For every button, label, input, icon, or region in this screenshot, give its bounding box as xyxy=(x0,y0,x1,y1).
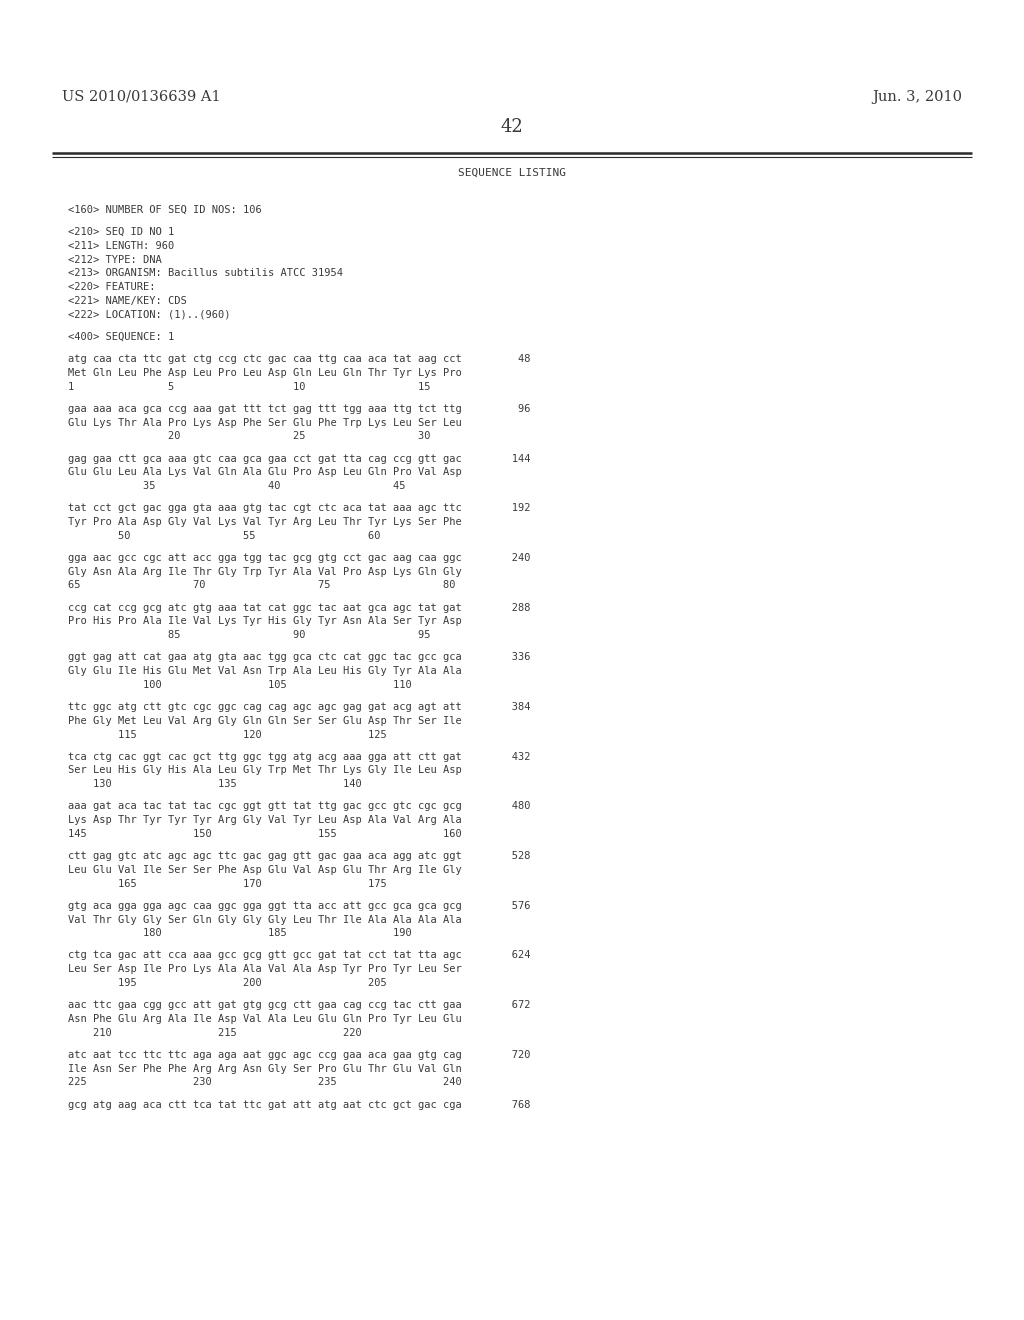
Text: 50                  55                  60: 50 55 60 xyxy=(68,531,381,541)
Text: Ile Asn Ser Phe Phe Arg Arg Asn Gly Ser Pro Glu Thr Glu Val Gln: Ile Asn Ser Phe Phe Arg Arg Asn Gly Ser … xyxy=(68,1064,462,1073)
Text: ctg tca gac att cca aaa gcc gcg gtt gcc gat tat cct tat tta agc        624: ctg tca gac att cca aaa gcc gcg gtt gcc … xyxy=(68,950,530,961)
Text: <400> SEQUENCE: 1: <400> SEQUENCE: 1 xyxy=(68,333,174,342)
Text: ccg cat ccg gcg atc gtg aaa tat cat ggc tac aat gca agc tat gat        288: ccg cat ccg gcg atc gtg aaa tat cat ggc … xyxy=(68,603,530,612)
Text: Phe Gly Met Leu Val Arg Gly Gln Gln Ser Ser Glu Asp Thr Ser Ile: Phe Gly Met Leu Val Arg Gly Gln Gln Ser … xyxy=(68,715,462,726)
Text: Lys Asp Thr Tyr Tyr Tyr Arg Gly Val Tyr Leu Asp Ala Val Arg Ala: Lys Asp Thr Tyr Tyr Tyr Arg Gly Val Tyr … xyxy=(68,816,462,825)
Text: tat cct gct gac gga gta aaa gtg tac cgt ctc aca tat aaa agc ttc        192: tat cct gct gac gga gta aaa gtg tac cgt … xyxy=(68,503,530,513)
Text: 165                 170                 175: 165 170 175 xyxy=(68,879,387,888)
Text: Jun. 3, 2010: Jun. 3, 2010 xyxy=(872,90,962,104)
Text: ttc ggc atg ctt gtc cgc ggc cag cag agc agc gag gat acg agt att        384: ttc ggc atg ctt gtc cgc ggc cag cag agc … xyxy=(68,702,530,711)
Text: 100                 105                 110: 100 105 110 xyxy=(68,680,412,690)
Text: Val Thr Gly Gly Ser Gln Gly Gly Gly Leu Thr Ile Ala Ala Ala Ala: Val Thr Gly Gly Ser Gln Gly Gly Gly Leu … xyxy=(68,915,462,924)
Text: Gly Asn Ala Arg Ile Thr Gly Trp Tyr Ala Val Pro Asp Lys Gln Gly: Gly Asn Ala Arg Ile Thr Gly Trp Tyr Ala … xyxy=(68,566,462,577)
Text: ctt gag gtc atc agc agc ttc gac gag gtt gac gaa aca agg atc ggt        528: ctt gag gtc atc agc agc ttc gac gag gtt … xyxy=(68,851,530,861)
Text: 1               5                   10                  15: 1 5 10 15 xyxy=(68,381,430,392)
Text: <212> TYPE: DNA: <212> TYPE: DNA xyxy=(68,255,162,265)
Text: 115                 120                 125: 115 120 125 xyxy=(68,730,387,739)
Text: 195                 200                 205: 195 200 205 xyxy=(68,978,387,989)
Text: <210> SEQ ID NO 1: <210> SEQ ID NO 1 xyxy=(68,227,174,238)
Text: Leu Ser Asp Ile Pro Lys Ala Ala Val Ala Asp Tyr Pro Tyr Leu Ser: Leu Ser Asp Ile Pro Lys Ala Ala Val Ala … xyxy=(68,965,462,974)
Text: Tyr Pro Ala Asp Gly Val Lys Val Tyr Arg Leu Thr Tyr Lys Ser Phe: Tyr Pro Ala Asp Gly Val Lys Val Tyr Arg … xyxy=(68,517,462,527)
Text: 65                  70                  75                  80: 65 70 75 80 xyxy=(68,581,456,590)
Text: Glu Lys Thr Ala Pro Lys Asp Phe Ser Glu Phe Trp Lys Leu Ser Leu: Glu Lys Thr Ala Pro Lys Asp Phe Ser Glu … xyxy=(68,417,462,428)
Text: ggt gag att cat gaa atg gta aac tgg gca ctc cat ggc tac gcc gca        336: ggt gag att cat gaa atg gta aac tgg gca … xyxy=(68,652,530,663)
Text: gga aac gcc cgc att acc gga tgg tac gcg gtg cct gac aag caa ggc        240: gga aac gcc cgc att acc gga tgg tac gcg … xyxy=(68,553,530,562)
Text: <220> FEATURE:: <220> FEATURE: xyxy=(68,282,156,292)
Text: <160> NUMBER OF SEQ ID NOS: 106: <160> NUMBER OF SEQ ID NOS: 106 xyxy=(68,205,262,215)
Text: Glu Glu Leu Ala Lys Val Gln Ala Glu Pro Asp Leu Gln Pro Val Asp: Glu Glu Leu Ala Lys Val Gln Ala Glu Pro … xyxy=(68,467,462,478)
Text: SEQUENCE LISTING: SEQUENCE LISTING xyxy=(458,168,566,178)
Text: gag gaa ctt gca aaa gtc caa gca gaa cct gat tta cag ccg gtt gac        144: gag gaa ctt gca aaa gtc caa gca gaa cct … xyxy=(68,454,530,463)
Text: Gly Glu Ile His Glu Met Val Asn Trp Ala Leu His Gly Tyr Ala Ala: Gly Glu Ile His Glu Met Val Asn Trp Ala … xyxy=(68,667,462,676)
Text: Leu Glu Val Ile Ser Ser Phe Asp Glu Val Asp Glu Thr Arg Ile Gly: Leu Glu Val Ile Ser Ser Phe Asp Glu Val … xyxy=(68,865,462,875)
Text: 85                  90                  95: 85 90 95 xyxy=(68,630,430,640)
Text: <213> ORGANISM: Bacillus subtilis ATCC 31954: <213> ORGANISM: Bacillus subtilis ATCC 3… xyxy=(68,268,343,279)
Text: <211> LENGTH: 960: <211> LENGTH: 960 xyxy=(68,242,174,251)
Text: gaa aaa aca gca ccg aaa gat ttt tct gag ttt tgg aaa ttg tct ttg         96: gaa aaa aca gca ccg aaa gat ttt tct gag … xyxy=(68,404,530,413)
Text: atg caa cta ttc gat ctg ccg ctc gac caa ttg caa aca tat aag cct         48: atg caa cta ttc gat ctg ccg ctc gac caa … xyxy=(68,354,530,364)
Text: Met Gln Leu Phe Asp Leu Pro Leu Asp Gln Leu Gln Thr Tyr Lys Pro: Met Gln Leu Phe Asp Leu Pro Leu Asp Gln … xyxy=(68,368,462,378)
Text: Asn Phe Glu Arg Ala Ile Asp Val Ala Leu Glu Gln Pro Tyr Leu Glu: Asn Phe Glu Arg Ala Ile Asp Val Ala Leu … xyxy=(68,1014,462,1024)
Text: 20                  25                  30: 20 25 30 xyxy=(68,432,430,441)
Text: <221> NAME/KEY: CDS: <221> NAME/KEY: CDS xyxy=(68,296,186,306)
Text: <222> LOCATION: (1)..(960): <222> LOCATION: (1)..(960) xyxy=(68,310,230,319)
Text: 225                 230                 235                 240: 225 230 235 240 xyxy=(68,1077,462,1088)
Text: tca ctg cac ggt cac gct ttg ggc tgg atg acg aaa gga att ctt gat        432: tca ctg cac ggt cac gct ttg ggc tgg atg … xyxy=(68,751,530,762)
Text: 130                 135                 140: 130 135 140 xyxy=(68,779,361,789)
Text: 145                 150                 155                 160: 145 150 155 160 xyxy=(68,829,462,840)
Text: 180                 185                 190: 180 185 190 xyxy=(68,928,412,939)
Text: Ser Leu His Gly His Ala Leu Gly Trp Met Thr Lys Gly Ile Leu Asp: Ser Leu His Gly His Ala Leu Gly Trp Met … xyxy=(68,766,462,775)
Text: 210                 215                 220: 210 215 220 xyxy=(68,1028,361,1038)
Text: US 2010/0136639 A1: US 2010/0136639 A1 xyxy=(62,90,220,104)
Text: aac ttc gaa cgg gcc att gat gtg gcg ctt gaa cag ccg tac ctt gaa        672: aac ttc gaa cgg gcc att gat gtg gcg ctt … xyxy=(68,1001,530,1010)
Text: aaa gat aca tac tat tac cgc ggt gtt tat ttg gac gcc gtc cgc gcg        480: aaa gat aca tac tat tac cgc ggt gtt tat … xyxy=(68,801,530,812)
Text: gtg aca gga gga agc caa ggc gga ggt tta acc att gcc gca gca gcg        576: gtg aca gga gga agc caa ggc gga ggt tta … xyxy=(68,900,530,911)
Text: 42: 42 xyxy=(501,117,523,136)
Text: Pro His Pro Ala Ile Val Lys Tyr His Gly Tyr Asn Ala Ser Tyr Asp: Pro His Pro Ala Ile Val Lys Tyr His Gly … xyxy=(68,616,462,627)
Text: gcg atg aag aca ctt tca tat ttc gat att atg aat ctc gct gac cga        768: gcg atg aag aca ctt tca tat ttc gat att … xyxy=(68,1100,530,1110)
Text: 35                  40                  45: 35 40 45 xyxy=(68,480,406,491)
Text: atc aat tcc ttc ttc aga aga aat ggc agc ccg gaa aca gaa gtg cag        720: atc aat tcc ttc ttc aga aga aat ggc agc … xyxy=(68,1049,530,1060)
